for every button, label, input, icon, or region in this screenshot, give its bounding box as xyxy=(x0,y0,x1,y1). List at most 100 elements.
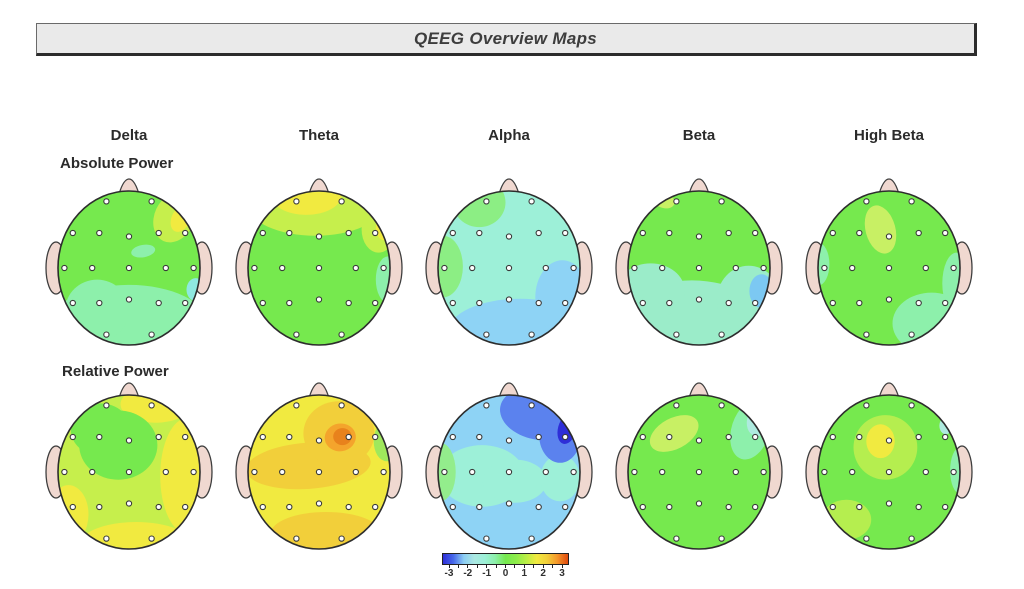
colorbar-tick-label: 2 xyxy=(540,568,546,579)
electrode-F4 xyxy=(725,229,732,237)
electrode-F7 xyxy=(639,433,646,441)
head-outline xyxy=(437,394,581,550)
electrode-F3 xyxy=(856,433,863,441)
electrode-F3 xyxy=(856,229,863,237)
electrode-O1 xyxy=(863,331,870,338)
head-svg-relative-beta xyxy=(615,382,783,550)
electrode-Pz xyxy=(695,500,703,507)
head-svg-relative-high-beta xyxy=(805,382,973,550)
electrode-F4 xyxy=(915,229,922,237)
electrode-O2 xyxy=(908,535,915,542)
electrode-C3 xyxy=(89,264,96,272)
electrode-Pz xyxy=(125,500,133,507)
topo-blob xyxy=(160,418,200,534)
electrode-F8 xyxy=(562,433,569,441)
electrode-Cz xyxy=(505,264,513,272)
electrode-T4 xyxy=(190,468,197,476)
colorbar-tick xyxy=(505,565,506,568)
electrode-F8 xyxy=(182,433,189,441)
electrode-Pz xyxy=(315,296,323,303)
electrode-P3 xyxy=(856,503,863,511)
electrode-T3 xyxy=(631,264,638,272)
electrode-T3 xyxy=(631,468,638,476)
topo-field xyxy=(438,395,580,549)
electrode-P3 xyxy=(666,299,673,307)
row-label-absolute-power: Absolute Power xyxy=(60,155,174,172)
electrode-T5 xyxy=(829,299,836,307)
electrode-O2 xyxy=(148,331,155,338)
electrode-Fz xyxy=(125,233,133,240)
head-svg-absolute-high-beta xyxy=(805,178,973,346)
electrode-Fp2 xyxy=(718,402,725,409)
electrode-F4 xyxy=(345,433,352,441)
electrode-T4 xyxy=(380,264,387,272)
electrode-T5 xyxy=(449,299,456,307)
topo-blob xyxy=(540,455,580,502)
electrode-O1 xyxy=(673,331,680,338)
electrode-F7 xyxy=(639,229,646,237)
electrode-P4 xyxy=(915,299,922,307)
electrode-F8 xyxy=(752,229,759,237)
electrode-Fp1 xyxy=(483,402,490,409)
electrode-P4 xyxy=(725,299,732,307)
colorbar-gradient xyxy=(442,553,569,565)
electrode-F8 xyxy=(942,433,949,441)
electrode-Fp1 xyxy=(483,198,490,205)
electrode-T5 xyxy=(259,299,266,307)
topo-blob xyxy=(482,459,547,503)
electrode-Pz xyxy=(885,296,893,303)
electrode-Fp1 xyxy=(673,198,680,205)
topo-blob xyxy=(452,191,506,228)
electrode-O1 xyxy=(293,535,300,542)
electrode-T6 xyxy=(752,503,759,511)
electrode-F7 xyxy=(449,229,456,237)
topo-field xyxy=(628,395,770,549)
electrode-Cz xyxy=(125,468,133,476)
column-header-delta: Delta xyxy=(110,127,148,144)
electrode-P4 xyxy=(915,503,922,511)
electrode-F4 xyxy=(345,229,352,237)
head-outline xyxy=(627,190,771,346)
electrode-Fp2 xyxy=(148,402,155,409)
electrode-F3 xyxy=(286,433,293,441)
electrode-Fp1 xyxy=(103,402,110,409)
electrode-T6 xyxy=(182,299,189,307)
electrode-P3 xyxy=(476,299,483,307)
electrode-T6 xyxy=(182,503,189,511)
electrode-T6 xyxy=(942,503,949,511)
electrode-P3 xyxy=(96,299,103,307)
electrode-T3 xyxy=(821,468,828,476)
electrode-C4 xyxy=(732,264,739,272)
electrode-T4 xyxy=(380,468,387,476)
electrode-Fz xyxy=(695,437,703,444)
electrode-O1 xyxy=(103,535,110,542)
head-outline xyxy=(57,394,201,550)
topo-field xyxy=(818,395,960,549)
electrode-F3 xyxy=(666,433,673,441)
column-header-alpha: Alpha xyxy=(488,127,530,144)
electrode-Fp1 xyxy=(863,402,870,409)
electrode-Fz xyxy=(505,437,513,444)
topo-blob xyxy=(65,279,129,342)
electrode-Fp1 xyxy=(293,198,300,205)
electrode-Pz xyxy=(505,500,513,507)
topo-field xyxy=(248,191,390,345)
electrode-O2 xyxy=(338,535,345,542)
column-header-high-beta: High Beta xyxy=(853,127,924,144)
electrode-T4 xyxy=(760,468,767,476)
electrode-C4 xyxy=(352,468,359,476)
electrode-O2 xyxy=(338,331,345,338)
electrode-F4 xyxy=(155,229,162,237)
electrode-T4 xyxy=(570,264,577,272)
electrode-T3 xyxy=(61,264,68,272)
topo-field xyxy=(438,191,580,345)
electrode-T5 xyxy=(69,503,76,511)
electrode-P3 xyxy=(476,503,483,511)
electrode-P3 xyxy=(96,503,103,511)
electrode-T3 xyxy=(251,468,258,476)
topomap-relative-delta xyxy=(33,378,225,554)
electrode-C4 xyxy=(162,264,169,272)
electrode-C4 xyxy=(162,468,169,476)
electrode-Pz xyxy=(885,500,893,507)
